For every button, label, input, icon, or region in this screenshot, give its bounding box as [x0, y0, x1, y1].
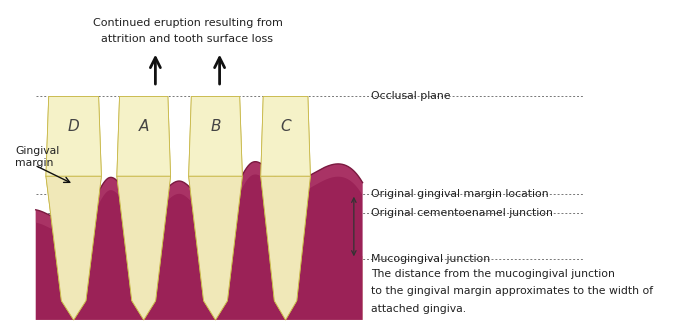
Text: attached gingiva.: attached gingiva. [371, 304, 466, 314]
Text: A: A [139, 119, 149, 134]
Polygon shape [117, 96, 171, 176]
Text: Mucogingival junction: Mucogingival junction [371, 254, 490, 264]
Polygon shape [188, 176, 242, 320]
Polygon shape [260, 176, 310, 320]
Text: Gingival
margin: Gingival margin [15, 146, 60, 168]
Text: Continued eruption resulting from: Continued eruption resulting from [92, 18, 282, 28]
Polygon shape [117, 176, 171, 320]
Polygon shape [36, 256, 362, 320]
Polygon shape [46, 96, 101, 176]
Polygon shape [46, 176, 101, 320]
Polygon shape [260, 96, 310, 176]
Text: to the gingival margin approximates to the width of: to the gingival margin approximates to t… [371, 286, 653, 296]
Polygon shape [260, 176, 310, 320]
Polygon shape [46, 176, 101, 320]
Text: Original gingival margin location: Original gingival margin location [371, 189, 549, 199]
Text: The distance from the mucogingival junction: The distance from the mucogingival junct… [371, 269, 615, 279]
Polygon shape [188, 96, 242, 176]
Polygon shape [36, 162, 362, 235]
Polygon shape [117, 176, 171, 320]
Text: Occlusal plane: Occlusal plane [371, 92, 451, 101]
Text: D: D [68, 119, 80, 134]
Polygon shape [188, 96, 242, 176]
Text: C: C [280, 119, 291, 134]
Text: Original cementoenamel junction: Original cementoenamel junction [371, 208, 554, 218]
Text: attrition and tooth surface loss: attrition and tooth surface loss [101, 34, 273, 44]
Polygon shape [46, 96, 101, 176]
Polygon shape [188, 176, 242, 320]
Polygon shape [36, 162, 362, 320]
Polygon shape [260, 96, 310, 176]
Text: B: B [210, 119, 221, 134]
Polygon shape [117, 96, 171, 176]
